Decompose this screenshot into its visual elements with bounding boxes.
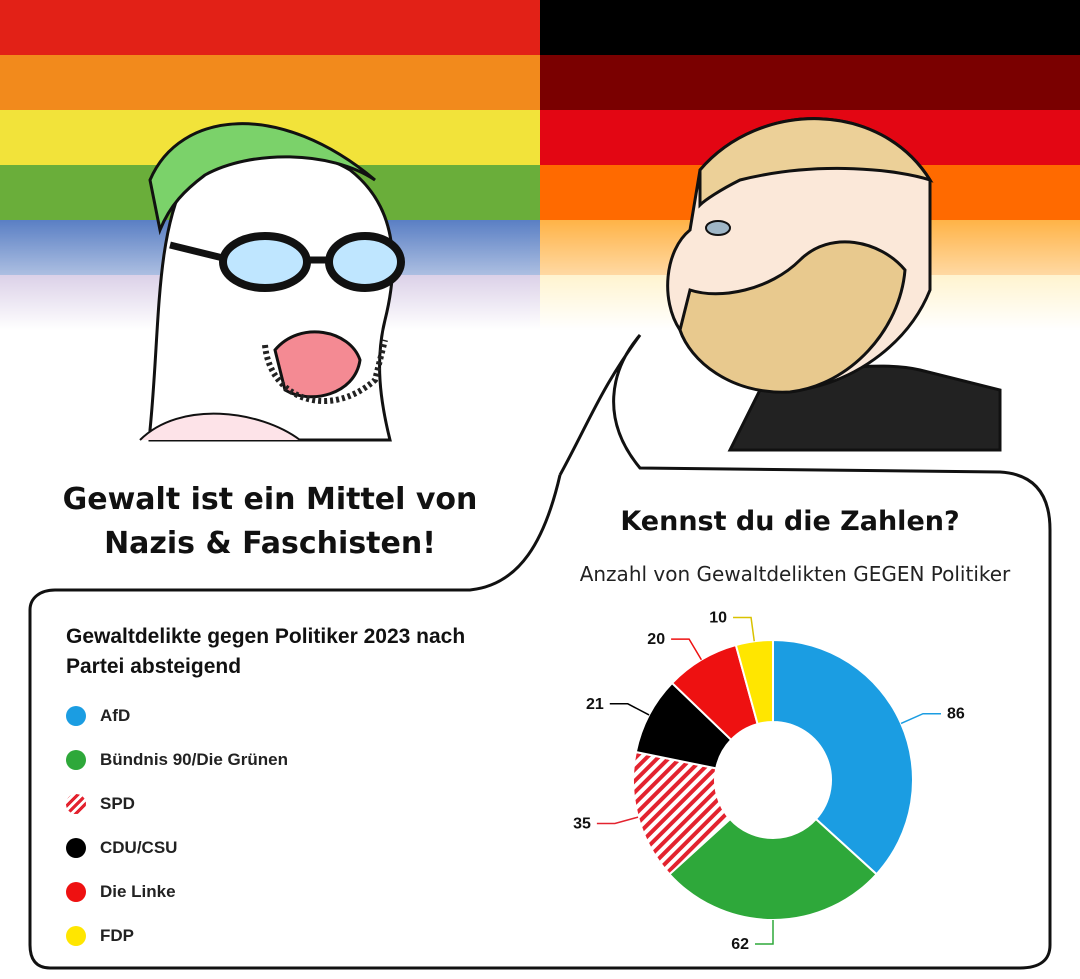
data-label: 20 (647, 631, 665, 648)
legend-item: FDP (66, 914, 288, 958)
leader-line (609, 703, 650, 716)
legend-label: AfD (100, 706, 131, 725)
legend-swatch (66, 926, 86, 946)
slice-b-ndnis-90-die-gr-nen (668, 817, 878, 922)
flag-stripe (540, 0, 1080, 55)
slice-fdp (734, 638, 774, 726)
leader-line (900, 712, 942, 725)
legend-title: Gewaltdelikte gegen Politiker 2023 nach … (66, 625, 466, 678)
data-label: 10 (709, 609, 727, 626)
legend-swatch (66, 706, 86, 726)
legend-item: SPD (66, 782, 288, 826)
chart-legend: AfD Bündnis 90/Die Grünen SPD CDU/CSU Die Li… (66, 694, 288, 958)
legend-swatch (66, 750, 86, 770)
flag-stripe (0, 0, 540, 55)
data-label: 35 (573, 816, 591, 833)
leader-line (596, 816, 639, 825)
crying-wojak-character (139, 122, 405, 442)
legend-item: CDU/CSU (66, 826, 288, 870)
data-label: 62 (731, 936, 749, 953)
legend-item: Die Linke (66, 870, 288, 914)
legend-label: Bündnis 90/Die Grünen (100, 750, 288, 769)
legend-label: FDP (100, 926, 134, 945)
flag-stripe (0, 55, 540, 110)
speech-bubble-outline (28, 334, 1052, 970)
left-speech-text: Gewalt ist ein Mittel von Nazis & Faschi… (62, 482, 478, 561)
leader-line (671, 638, 703, 661)
data-label: 21 (586, 696, 604, 713)
legend-label: Die Linke (100, 882, 176, 901)
legend-label: CDU/CSU (100, 838, 178, 857)
bearded-chad-character (666, 117, 1002, 452)
legend-swatch (66, 882, 86, 902)
chart-title: Anzahl von Gewaltdelikten GEGEN Politike… (579, 562, 1011, 586)
legend-swatch (66, 794, 86, 814)
leader-line (755, 920, 774, 945)
donut-chart: 86 62 35 21 20 10 (573, 609, 965, 953)
legend-item: Bündnis 90/Die Grünen (66, 738, 288, 782)
right-speech-text: Kennst du die Zahlen? (620, 506, 960, 537)
leader-line (733, 616, 756, 642)
legend-item: AfD (66, 694, 288, 738)
legend-label: SPD (100, 794, 135, 813)
flag-stripe (540, 55, 1080, 110)
data-label: 86 (947, 706, 965, 723)
legend-swatch (66, 838, 86, 858)
slice-afd (772, 638, 914, 876)
slice-spd (632, 750, 732, 876)
